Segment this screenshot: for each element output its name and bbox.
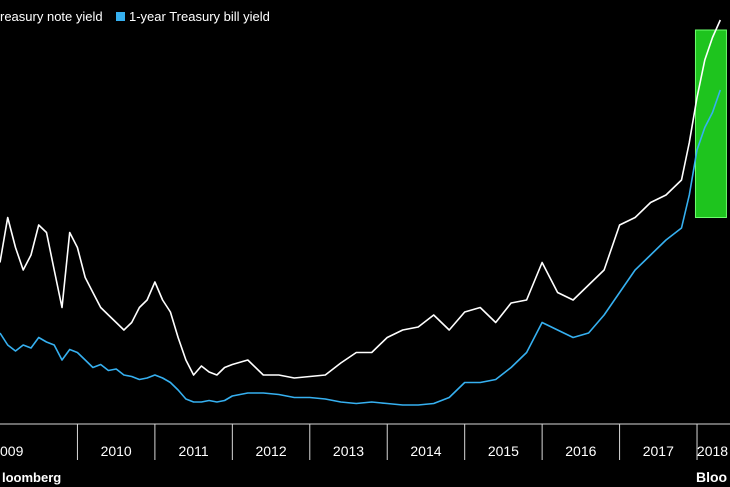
legend-swatch: [116, 12, 125, 21]
x-tick-label: 2012: [255, 443, 286, 459]
highlight-box: [694, 29, 727, 218]
source-label: loomberg: [2, 470, 61, 485]
legend-label: reasury note yield: [0, 9, 103, 24]
x-tick-label: 2011: [179, 443, 209, 459]
x-tick-label: 2010: [101, 443, 132, 459]
series-line-0: [0, 19, 722, 379]
x-tick-label: 2014: [410, 443, 441, 459]
x-tick-label: 2017: [643, 443, 674, 459]
x-tick-label: 2015: [488, 443, 519, 459]
legend-label: 1-year Treasury bill yield: [129, 9, 270, 24]
brand-label: Bloo: [696, 469, 727, 485]
x-tick-label: 009: [0, 443, 24, 459]
series-line-1: [0, 89, 722, 406]
x-tick-label: 2018: [697, 443, 728, 459]
x-tick-label: 2016: [565, 443, 596, 459]
x-tick-label: 2013: [333, 443, 364, 459]
